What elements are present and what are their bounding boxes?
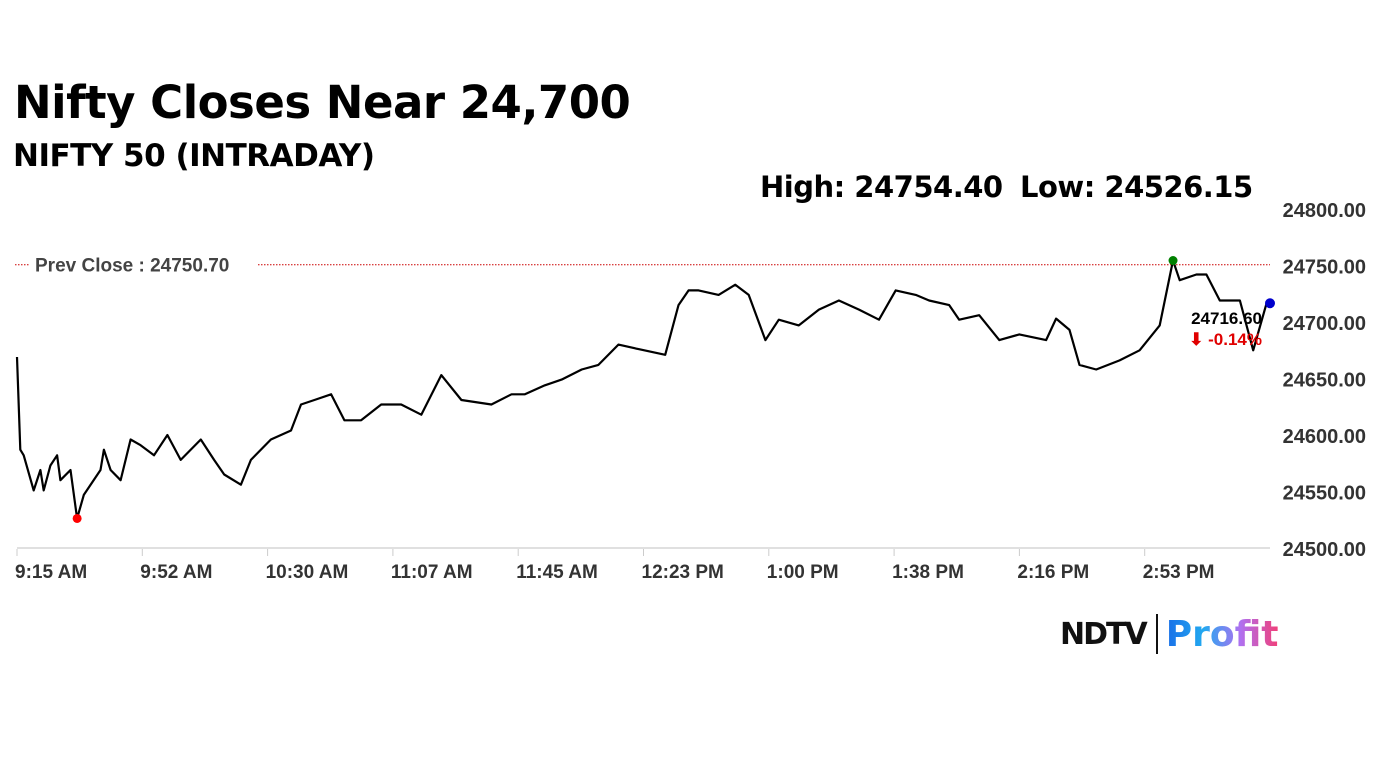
change-percent-label: ⬇ -0.14% (1189, 330, 1262, 349)
ndtv-profit-logo: NDTV Profit (1060, 612, 1278, 656)
y-tick-label: 24600.00 (1283, 426, 1366, 448)
high-value: High: 24754.40 (760, 170, 1003, 204)
prev-close-label-bg (30, 252, 258, 277)
chart-subtitle: NIFTY 50 (INTRADAY) (13, 138, 375, 174)
x-tick-label: 10:30 AM (266, 562, 349, 583)
y-tick-label: 24500.00 (1283, 539, 1366, 561)
logo-brand: NDTV (1060, 616, 1148, 652)
high-point-marker (1168, 256, 1178, 266)
x-tick-label: 12:23 PM (642, 562, 724, 583)
logo-product: Profit (1165, 613, 1279, 655)
low-value: Low: 24526.15 (1020, 170, 1253, 204)
x-tick-label: 1:00 PM (767, 562, 839, 583)
y-tick-label: 24650.00 (1283, 370, 1366, 392)
x-tick-label: 11:45 AM (516, 562, 598, 583)
x-tick-label: 2:53 PM (1143, 562, 1215, 583)
x-tick-label: 1:38 PM (892, 562, 964, 583)
price-line (15, 259, 1268, 520)
last-price-label: 24716.60 (1191, 309, 1262, 328)
low-point-marker (72, 513, 82, 523)
logo-divider (1155, 614, 1158, 654)
x-tick-label: 9:15 AM (15, 562, 87, 583)
y-tick-label: 24700.00 (1283, 313, 1366, 335)
x-tick-label: 11:07 AM (391, 562, 473, 583)
y-tick-label: 24750.00 (1283, 257, 1366, 279)
prev-close-label: Prev Close : 24750.70 (35, 256, 229, 277)
page-title: Nifty Closes Near 24,700 (14, 76, 631, 129)
y-tick-label: 24550.00 (1283, 483, 1366, 505)
y-tick-label: 24800.00 (1283, 200, 1366, 222)
x-tick-label: 9:52 AM (140, 562, 212, 583)
x-tick-label: 2:16 PM (1017, 562, 1089, 583)
last-price-marker (1265, 298, 1275, 309)
